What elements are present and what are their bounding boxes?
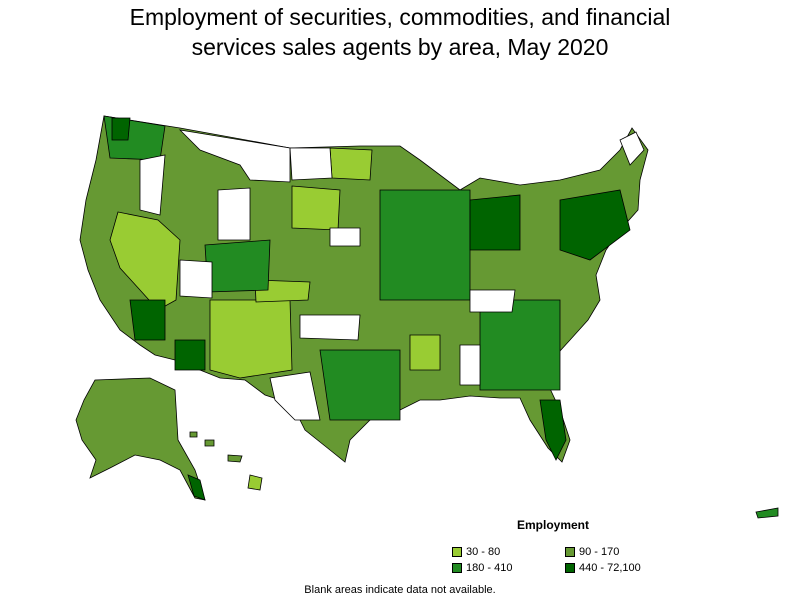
region-phoenix xyxy=(174,339,206,371)
region-north-dakota xyxy=(329,147,373,181)
region-seattle xyxy=(111,117,131,141)
region-idaho-blank xyxy=(139,154,166,216)
region-mississippi xyxy=(409,334,441,371)
legend-swatch xyxy=(452,547,462,557)
region-great-lakes xyxy=(469,194,521,251)
legend-item-30-80: 30 - 80 xyxy=(452,546,500,558)
hawaii xyxy=(189,431,243,463)
region-nebraska-blank xyxy=(329,227,361,247)
region-texas-blank xyxy=(269,371,321,421)
region-texas-east xyxy=(319,349,401,421)
region-wyoming-blank xyxy=(217,187,251,241)
region-colorado-east xyxy=(254,279,311,303)
legend-label: 30 - 80 xyxy=(466,546,501,558)
region-northeast xyxy=(559,189,631,261)
map-title: Employment of securities, commodities, a… xyxy=(0,2,800,62)
region-maine-blank xyxy=(619,131,645,166)
region-southeast xyxy=(479,299,561,391)
region-virgin-islands xyxy=(755,507,779,519)
region-wyoming-east xyxy=(291,185,341,231)
legend-label: 440 - 72,100 xyxy=(579,562,641,574)
alaska xyxy=(75,377,206,501)
legend-label: 180 - 410 xyxy=(466,562,513,574)
legend-label: 90 - 170 xyxy=(579,546,620,558)
legend-swatch xyxy=(565,547,575,557)
legend-title: Employment xyxy=(516,518,589,532)
legend-item-180-410: 180 - 410 xyxy=(452,562,512,574)
contiguous-us xyxy=(79,115,779,519)
legend-swatch xyxy=(452,563,462,573)
region-arizona xyxy=(129,299,166,341)
hawaii-maui xyxy=(227,454,243,463)
title-line-2: services sales agents by area, May 2020 xyxy=(191,34,609,60)
hawaii-oahu xyxy=(204,439,215,447)
legend-swatch xyxy=(565,563,575,573)
region-florida xyxy=(539,399,567,461)
region-kentucky-blank xyxy=(469,289,516,313)
blank-areas-note: Blank areas indicate data not available. xyxy=(304,584,496,596)
region-alabama-blank xyxy=(459,344,481,386)
region-colorado-west xyxy=(204,239,271,293)
region-new-mexico xyxy=(209,299,293,379)
region-utah-blank xyxy=(179,259,213,299)
title-line-1: Employment of securities, commodities, a… xyxy=(129,4,671,30)
legend-item-440-72100: 440 - 72,100 xyxy=(565,562,641,574)
region-hawaii-big-island xyxy=(247,474,263,491)
region-oklahoma-blank xyxy=(299,314,361,341)
alaska-anchorage xyxy=(187,474,206,501)
legend-item-90-170: 90 - 170 xyxy=(565,546,619,558)
hawaii-kauai xyxy=(189,431,198,438)
alaska-shape xyxy=(75,377,206,501)
region-midwest xyxy=(379,189,471,301)
region-south-dakota-blank xyxy=(289,147,333,181)
